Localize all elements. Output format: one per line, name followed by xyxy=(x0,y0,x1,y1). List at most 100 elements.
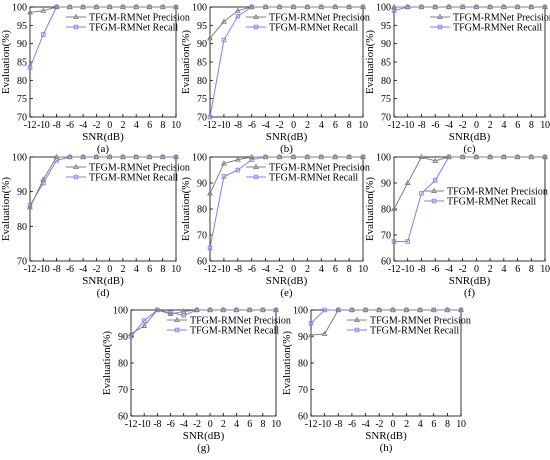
precision-point xyxy=(248,3,255,10)
chart-panel: 60 70 80 90 100 -12 -10 -8 -6 -4 -2 0 2 4 6 8 10 SNR(dB) E… xyxy=(180,153,370,300)
panel-label: (e) xyxy=(280,287,293,299)
precision-point xyxy=(248,153,255,160)
precision-point xyxy=(348,306,355,313)
x-tick-label: 6 xyxy=(147,120,152,131)
x-tick-label: -6 xyxy=(348,419,356,430)
legend-label: TFGM-RMNet Recall xyxy=(453,23,542,34)
y-tick-label: 60 xyxy=(197,257,207,268)
x-tick-label: -6 xyxy=(248,120,256,131)
x-tick-label: 10 xyxy=(540,120,550,131)
y-tick-label: 70 xyxy=(381,231,391,242)
precision-point xyxy=(207,190,213,196)
legend-label: TFGM-RMNet Precision xyxy=(190,316,291,327)
precision-point xyxy=(487,3,494,10)
precision-point xyxy=(133,153,140,160)
x-tick-label: 6 xyxy=(333,264,338,275)
precision-point xyxy=(432,3,439,10)
precision-point xyxy=(80,153,87,160)
x-tick-label: 6 xyxy=(147,264,152,275)
x-tick-label: 0 xyxy=(291,264,296,275)
precision-point xyxy=(332,3,339,10)
precision-point xyxy=(173,153,179,160)
x-tick-label: 2 xyxy=(121,264,126,275)
x-tick-label: -12 xyxy=(388,264,401,275)
x-tick-label: 6 xyxy=(515,120,520,131)
precision-point xyxy=(500,3,507,10)
precision-point xyxy=(146,3,153,10)
y-tick-label: 80 xyxy=(381,76,391,87)
x-axis-label: SNR(dB) xyxy=(449,275,491,287)
x-tick-label: 2 xyxy=(488,264,493,275)
precision-point xyxy=(346,153,353,160)
y-tick-label: 70 xyxy=(197,113,207,124)
precision-point xyxy=(174,316,180,323)
precision-point xyxy=(220,160,227,166)
y-tick-label: 100 xyxy=(376,153,391,164)
x-axis-label: SNR(dB) xyxy=(82,275,124,287)
precision-point xyxy=(514,3,521,10)
precision-point xyxy=(321,330,328,336)
x-tick-label: -10 xyxy=(37,264,50,275)
precision-point xyxy=(290,3,297,10)
precision-line xyxy=(29,156,176,208)
x-tick-label: 8 xyxy=(160,120,165,131)
recall-point xyxy=(437,24,443,30)
x-tick-label: 8 xyxy=(529,264,534,275)
legend-label: TFGM-RMNet Recall xyxy=(190,326,279,337)
recall-point xyxy=(235,13,241,19)
precision-point xyxy=(27,9,33,15)
precision-point xyxy=(528,153,535,160)
y-tick-label: 80 xyxy=(381,205,391,216)
x-tick-label: 4 xyxy=(501,120,506,131)
y-tick-label: 85 xyxy=(381,58,391,69)
precision-point xyxy=(27,204,33,210)
precision-point xyxy=(167,310,174,317)
y-tick-label: 60 xyxy=(381,257,391,268)
precision-point xyxy=(53,153,60,160)
x-tick-label: 10 xyxy=(540,264,550,275)
precision-point xyxy=(40,176,47,182)
precision-point xyxy=(318,153,325,160)
precision-point xyxy=(66,3,73,10)
x-tick-label: 2 xyxy=(305,264,310,275)
precision-point xyxy=(418,153,425,160)
y-tick-label: 70 xyxy=(17,257,27,268)
x-tick-label: 0 xyxy=(390,419,395,430)
precision-point xyxy=(389,306,396,313)
chart-panel: 70 75 80 85 90 95 100 -12 -10 -8 -6 -4 -2 0 2 4 6 8 10 SNR(… xyxy=(364,3,550,156)
x-tick-label: -4 xyxy=(262,264,270,275)
x-tick-label: -10 xyxy=(402,264,415,275)
precision-point xyxy=(304,153,311,160)
precision-point xyxy=(404,179,411,186)
x-tick-label: -8 xyxy=(418,264,426,275)
recall-point xyxy=(249,157,254,162)
recall-point xyxy=(181,313,186,318)
precision-point xyxy=(246,306,253,313)
x-tick-label: -10 xyxy=(402,120,415,131)
y-tick-label: 90 xyxy=(197,179,207,190)
y-tick-label: 70 xyxy=(118,385,128,396)
x-tick-label: -10 xyxy=(138,419,151,430)
precision-line xyxy=(310,309,461,336)
legend-label: TFGM-RMNet Precision xyxy=(370,316,471,327)
x-tick-label: 6 xyxy=(515,264,520,275)
x-axis-label: SNR(dB) xyxy=(266,131,308,143)
precision-line xyxy=(209,156,363,194)
precision-point xyxy=(173,3,179,10)
y-tick-label: 95 xyxy=(17,21,27,32)
x-tick-label: -4 xyxy=(445,120,453,131)
legend-label: TFGM-RMNet Precision xyxy=(453,13,550,24)
x-tick-label: 10 xyxy=(358,120,368,131)
x-tick-label: 0 xyxy=(107,120,112,131)
precision-line xyxy=(393,156,545,210)
recall-point xyxy=(141,318,147,323)
precision-point xyxy=(234,156,241,162)
recall-point xyxy=(253,174,259,180)
panel-label: (h) xyxy=(380,442,393,454)
x-tick-label: -2 xyxy=(276,120,284,131)
x-tick-label: 8 xyxy=(347,120,352,131)
legend-label: TFGM-RMNet Recall xyxy=(269,23,358,34)
precision-point xyxy=(133,3,140,10)
precision-point xyxy=(391,205,397,212)
